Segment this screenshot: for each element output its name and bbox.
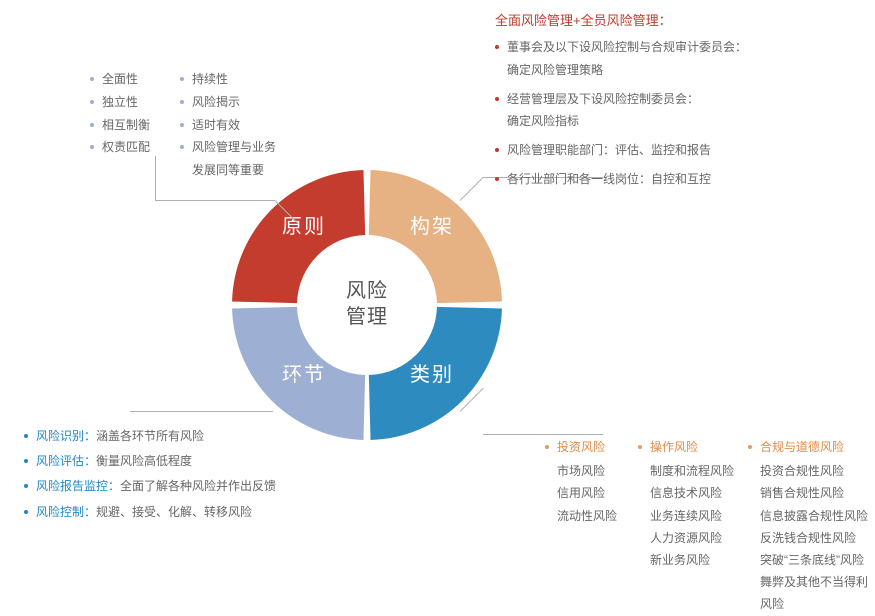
step-value: 规避、接受、化解、转移风险	[96, 500, 252, 525]
bullet-item: 风险管理与业务发展同等重要	[180, 136, 276, 182]
step-item: 风险识别：涵盖各环节所有风险	[24, 424, 276, 449]
bullet-text: 持续性	[192, 68, 228, 91]
category-item: 业务连续风险	[650, 505, 734, 527]
bullet-dot-icon	[90, 77, 94, 81]
category-col-title: 投资风险	[557, 436, 605, 458]
bullet-dot-icon	[495, 177, 499, 181]
bullet-text: 全面性	[102, 68, 138, 91]
bullet-dot-icon	[24, 434, 28, 438]
principles-list-col1: 全面性独立性相互制衡权责匹配	[90, 68, 150, 159]
bullet-text: 适时有效	[192, 114, 240, 137]
category-col-title: 合规与道德风险	[760, 436, 844, 458]
bullet-dot-icon	[24, 484, 28, 488]
bullet-item: 经营管理层及下设风险控制委员会：确定风险指标	[495, 88, 855, 134]
bullet-dot-icon	[495, 148, 499, 152]
bullet-dot-icon	[180, 123, 184, 127]
leader-line	[130, 411, 273, 412]
bullet-text: 风险管理职能部门：评估、监控和报告	[507, 139, 711, 162]
segment-label-framework: 构架	[410, 210, 454, 239]
step-item: 风险报告监控：全面了解各种风险并作出反馈	[24, 474, 276, 499]
category-item: 信用风险	[557, 482, 617, 504]
category-item: 制度和流程风险	[650, 460, 734, 482]
segment-label-category: 类别	[410, 358, 454, 387]
category-col-head: 投资风险	[545, 436, 617, 458]
bullet-item: 风险揭示	[180, 91, 276, 114]
step-key: 风险识别：	[36, 424, 96, 449]
bullet-dot-icon	[24, 510, 28, 514]
category-item: 舞弊及其他不当得利风险	[760, 571, 875, 615]
bullet-dot-icon	[180, 145, 184, 149]
bullet-text: 董事会及以下设风险控制与合规审计委员会：确定风险管理策略	[507, 36, 747, 82]
bullet-item: 全面性	[90, 68, 150, 91]
leader-line	[155, 156, 156, 200]
category-item: 人力资源风险	[650, 527, 734, 549]
step-key: 风险评估：	[36, 449, 96, 474]
category-item: 信息披露合规性风险	[760, 505, 875, 527]
category-col-2: 合规与道德风险投资合规性风险销售合规性风险信息披露合规性风险反洗钱合规性风险突破…	[748, 436, 875, 616]
category-item: 新业务风险	[650, 549, 734, 571]
category-item: 投资合规性风险	[760, 460, 875, 482]
bullet-text: 权责匹配	[102, 136, 150, 159]
bullet-text: 风险揭示	[192, 91, 240, 114]
bullet-text: 独立性	[102, 91, 138, 114]
category-item: 信息技术风险	[650, 482, 734, 504]
steps-list: 风险识别：涵盖各环节所有风险风险评估：衡量风险高低程度风险报告监控：全面了解各种…	[24, 424, 276, 525]
category-item: 流动性风险	[557, 505, 617, 527]
category-col-head: 合规与道德风险	[748, 436, 875, 458]
bullet-item: 各行业部门和各一线岗位：自控和互控	[495, 168, 855, 191]
bullet-dot-icon	[90, 145, 94, 149]
category-item: 市场风险	[557, 460, 617, 482]
bullet-dot-icon	[180, 100, 184, 104]
stage: 风险管理 原则 构架 环节 类别 全面性独立性相互制衡权责匹配 持续性风险揭示适…	[0, 0, 875, 561]
bullet-dot-icon	[90, 100, 94, 104]
step-value: 衡量风险高低程度	[96, 449, 192, 474]
step-value: 涵盖各环节所有风险	[96, 424, 204, 449]
bullet-dot-icon	[638, 445, 642, 449]
bullet-item: 适时有效	[180, 114, 276, 137]
step-item: 风险评估：衡量风险高低程度	[24, 449, 276, 474]
bullet-dot-icon	[545, 445, 549, 449]
bullet-text: 相互制衡	[102, 114, 150, 137]
bullet-item: 独立性	[90, 91, 150, 114]
category-item: 销售合规性风险	[760, 482, 875, 504]
step-item: 风险控制：规避、接受、化解、转移风险	[24, 500, 276, 525]
leader-line	[155, 200, 275, 201]
step-value: 全面了解各种风险并作出反馈	[120, 474, 276, 499]
framework-title: 全面风险管理+全员风险管理：	[495, 10, 672, 29]
category-item: 突破“三条底线”风险	[760, 549, 875, 571]
category-item: 反洗钱合规性风险	[760, 527, 875, 549]
bullet-item: 持续性	[180, 68, 276, 91]
framework-list: 董事会及以下设风险控制与合规审计委员会：确定风险管理策略经营管理层及下设风险控制…	[495, 36, 855, 197]
bullet-text: 经营管理层及下设风险控制委员会：确定风险指标	[507, 88, 699, 134]
bullet-dot-icon	[748, 445, 752, 449]
bullet-text: 各行业部门和各一线岗位：自控和互控	[507, 168, 711, 191]
category-col-0: 投资风险市场风险信用风险流动性风险	[545, 436, 617, 527]
donut-center-label: 风险管理	[342, 278, 392, 330]
category-col-head: 操作风险	[638, 436, 734, 458]
step-key: 风险报告监控：	[36, 474, 120, 499]
leader-line	[483, 434, 603, 435]
bullet-text: 风险管理与业务发展同等重要	[192, 136, 276, 182]
bullet-dot-icon	[24, 459, 28, 463]
category-col-1: 操作风险制度和流程风险信息技术风险业务连续风险人力资源风险新业务风险	[638, 436, 734, 571]
bullet-dot-icon	[495, 97, 499, 101]
step-key: 风险控制：	[36, 500, 96, 525]
donut-chart: 风险管理 原则 构架 环节 类别	[232, 170, 502, 440]
category-col-title: 操作风险	[650, 436, 698, 458]
bullet-item: 董事会及以下设风险控制与合规审计委员会：确定风险管理策略	[495, 36, 855, 82]
bullet-dot-icon	[180, 77, 184, 81]
bullet-dot-icon	[90, 123, 94, 127]
bullet-item: 风险管理职能部门：评估、监控和报告	[495, 139, 855, 162]
bullet-item: 相互制衡	[90, 114, 150, 137]
principles-list-col2: 持续性风险揭示适时有效风险管理与业务发展同等重要	[180, 68, 276, 182]
bullet-item: 权责匹配	[90, 136, 150, 159]
bullet-dot-icon	[495, 45, 499, 49]
